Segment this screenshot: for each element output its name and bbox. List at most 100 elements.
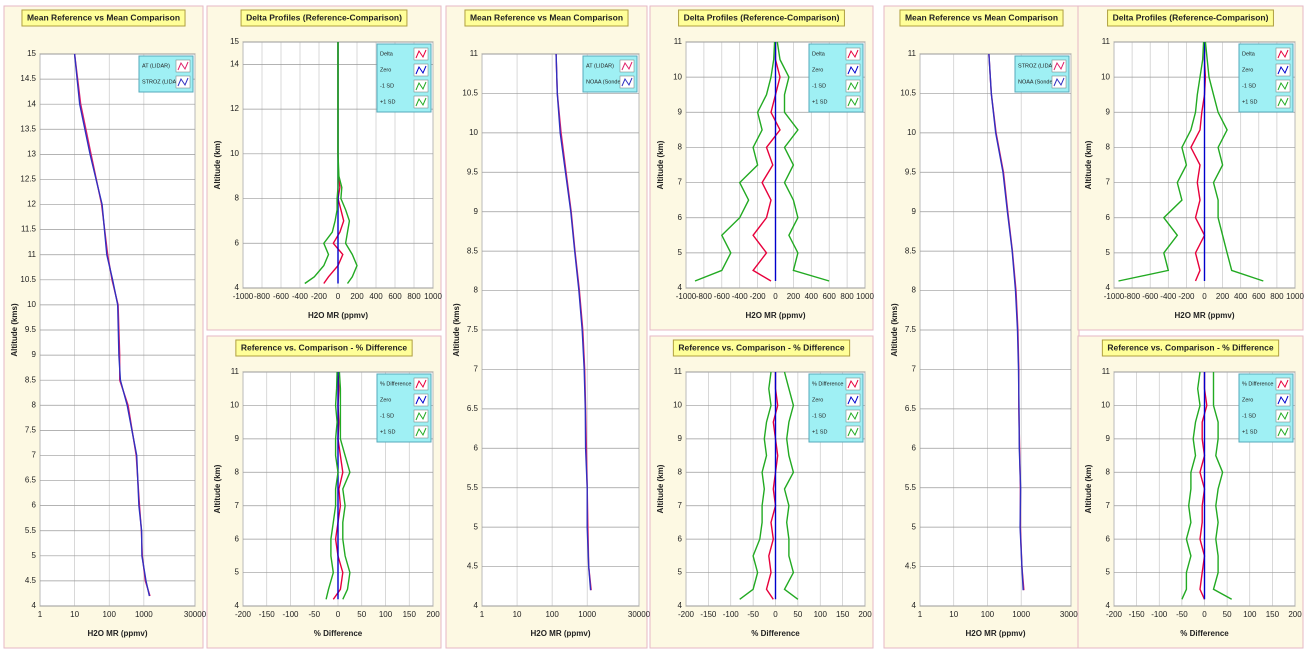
legend-swatch	[847, 379, 859, 389]
legend-swatch	[1053, 61, 1065, 71]
title-box	[1101, 339, 1280, 357]
y-axis-label: Altitude (km)	[1084, 464, 1093, 513]
y-tick-label: 15	[230, 37, 239, 46]
x-axis-label: H2O MR (ppmv)	[531, 629, 591, 638]
y-tick-label: 10	[1101, 72, 1110, 81]
x-tick-label: 800	[1270, 292, 1284, 301]
legend-swatch	[1277, 411, 1289, 421]
y-tick-label: 4	[1106, 601, 1111, 610]
legend-swatch	[177, 77, 189, 87]
legend-swatch	[415, 49, 427, 59]
y-tick-label: 8	[235, 467, 240, 476]
x-axis-label: % Difference	[1180, 629, 1229, 638]
legend-swatch	[621, 61, 633, 71]
x-tick-label: -400	[1160, 292, 1177, 301]
y-tick-label: 6	[32, 501, 37, 510]
legend-label: AT (LIDAR)	[586, 63, 614, 69]
title-box	[678, 9, 845, 27]
x-tick-label: -1000	[676, 292, 697, 301]
y-tick-label: 8	[1106, 467, 1111, 476]
legend-label: Delta	[380, 51, 394, 57]
legend-swatch	[1053, 77, 1065, 87]
y-tick-label: 7.5	[25, 425, 37, 434]
legend-label: +1 SD	[1242, 99, 1257, 105]
y-tick-label: 7	[235, 501, 240, 510]
chart-title: Reference vs. Comparison - % Difference	[678, 342, 845, 352]
legend-swatch	[847, 395, 859, 405]
x-tick-label: -100	[282, 610, 299, 619]
legend-label: Zero	[380, 397, 391, 403]
legend-swatch	[1277, 379, 1289, 389]
legend-label: STROZ (LIDAR)	[142, 79, 182, 85]
x-axis-label: H2O MR (ppmv)	[308, 311, 368, 320]
y-tick-label: 5.5	[467, 483, 479, 492]
profile-line	[555, 53, 592, 591]
x-tick-label: -200	[235, 610, 252, 619]
y-tick-label: 4	[678, 283, 683, 292]
x-tick-label: -200	[311, 292, 328, 301]
x-tick-label: 1000	[1286, 292, 1304, 301]
y-tick-label: 4.5	[467, 562, 479, 571]
x-tick-label: 600	[1252, 292, 1266, 301]
y-tick-label: 6	[678, 534, 683, 543]
y-tick-label: 6.5	[25, 476, 37, 485]
y-tick-label: 7	[1106, 178, 1111, 187]
y-tick-label: 11	[1102, 367, 1111, 376]
y-axis-label: Altitude (kms)	[10, 303, 19, 357]
legend-swatch	[1277, 65, 1289, 75]
x-tick-label: 600	[823, 292, 837, 301]
profile-line	[988, 53, 1024, 591]
y-tick-label: 5	[1106, 248, 1111, 257]
y-tick-label: 14	[27, 99, 36, 108]
legend-label: NOAA (Sonde)	[586, 79, 623, 85]
y-tick-label: 7.5	[467, 325, 479, 334]
x-tick-label: 1000	[856, 292, 874, 301]
x-tick-label: 0	[336, 292, 341, 301]
legend-label: -1 SD	[812, 413, 826, 419]
y-tick-label: 5.5	[25, 526, 37, 535]
chart-title: Mean Reference vs Mean Comparison	[905, 12, 1058, 22]
x-tick-label: 0	[1202, 610, 1207, 619]
y-tick-label: 4	[235, 283, 240, 292]
legend-swatch	[1277, 81, 1289, 91]
legend-swatch	[847, 97, 859, 107]
profile-line	[1118, 41, 1205, 282]
profile-line	[739, 371, 772, 600]
x-tick-label: -200	[678, 610, 695, 619]
profile-line	[1204, 41, 1264, 282]
title-box	[1107, 9, 1274, 27]
x-tick-label: 1	[38, 610, 43, 619]
legend-swatch	[847, 49, 859, 59]
y-tick-label: 5	[678, 248, 683, 257]
y-tick-label: 10	[469, 128, 478, 137]
profile-line	[752, 42, 781, 282]
y-tick-label: 9	[678, 434, 683, 443]
profile-line	[776, 41, 830, 282]
y-tick-label: 7	[1106, 501, 1111, 510]
x-tick-label: -200	[1178, 292, 1195, 301]
y-tick-label: 10.5	[20, 275, 36, 284]
x-tick-label: 150	[836, 610, 850, 619]
x-tick-label: -400	[732, 292, 749, 301]
y-tick-label: 11	[1102, 37, 1111, 46]
y-tick-label: 10	[230, 401, 239, 410]
y-tick-label: 11	[231, 367, 240, 376]
y-tick-label: 11	[470, 49, 479, 58]
legend-label: % Difference	[812, 381, 843, 387]
x-tick-label: 200	[426, 610, 440, 619]
legend-swatch	[621, 77, 633, 87]
x-tick-label: -400	[292, 292, 309, 301]
y-tick-label: 8	[1106, 143, 1111, 152]
legend-label: Zero	[1242, 397, 1253, 403]
x-tick-label: 200	[1216, 292, 1230, 301]
x-tick-label: 400	[369, 292, 383, 301]
legend-label: AT (LIDAR)	[142, 63, 170, 69]
profile-line	[1212, 372, 1233, 600]
profile-line	[765, 372, 779, 600]
y-tick-label: 10	[907, 128, 916, 137]
y-tick-label: 6	[1106, 534, 1111, 543]
legend-swatch	[1277, 49, 1289, 59]
y-tick-label: 12.5	[20, 175, 36, 184]
title-box	[240, 9, 408, 27]
